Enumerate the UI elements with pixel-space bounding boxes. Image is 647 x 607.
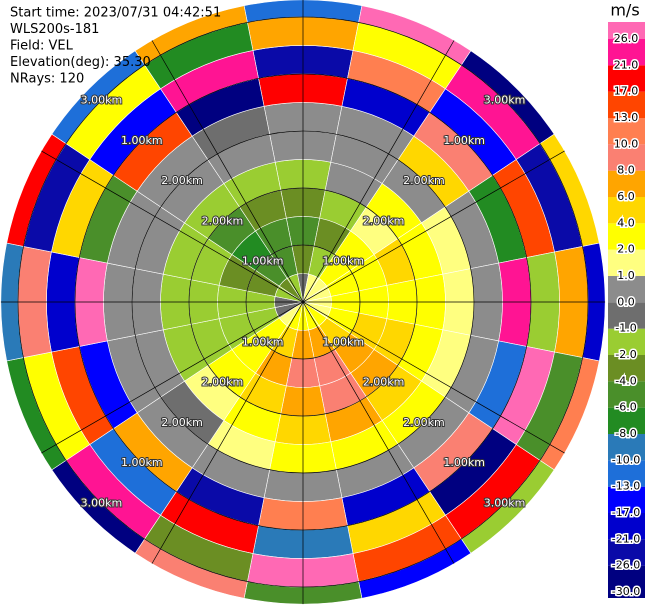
colorbar-tick-label: 17.0 — [614, 85, 639, 98]
range-ring — [74, 73, 532, 531]
ppi-plot: 1.00km 1.00km 1.00km 1.00km 2.00km 2.00km 2.00… — [0, 0, 606, 605]
colorbar-tick-label: -6.0 — [615, 401, 636, 414]
colorbar-tick-label: -8.0 — [615, 427, 636, 440]
colorbar-band — [608, 460, 645, 487]
colorbar-tick-label: 6.0 — [617, 190, 635, 203]
range-ring-label: 1.00km — [443, 134, 485, 147]
colorbar-band — [608, 565, 645, 598]
colorbar-band — [608, 22, 645, 39]
colorbar-tick-label: -1.0 — [615, 322, 636, 335]
colorbar-band — [608, 118, 645, 145]
colorbar-band — [608, 197, 645, 224]
colorbar-tick-label: 4.0 — [617, 216, 635, 229]
colorbar-band — [608, 170, 645, 197]
range-ring-label: 2.00km — [403, 174, 445, 187]
colorbar-tick-label: 10.0 — [614, 137, 639, 150]
colorbar-band — [608, 39, 645, 66]
colorbar-tick-label: 8.0 — [617, 164, 635, 177]
range-ring-label: 3.00km — [484, 93, 526, 106]
colorbar: -30.0 -26.0 -21.0 -17.0 -13.0 -10.0 -8.0 -6.0 -4… — [608, 22, 645, 600]
colorbar-tick-label: -26.0 — [612, 559, 640, 572]
colorbar-tick-label: -30.0 — [612, 585, 640, 598]
range-ring-label: 2.00km — [403, 416, 445, 429]
range-ring-label: 2.00km — [363, 214, 405, 227]
info-line: Start time: 2023/07/31 04:42:51 — [10, 6, 221, 21]
colorbar-band — [608, 276, 645, 303]
colorbar-tick-label: -10.0 — [612, 453, 640, 466]
range-ring-label: 2.00km — [202, 376, 244, 389]
colorbar-tick-label: 21.0 — [614, 58, 639, 71]
colorbar-tick-label: 2.0 — [617, 243, 635, 256]
colorbar-tick-label: -17.0 — [612, 506, 640, 519]
range-ring-label: 3.00km — [81, 497, 123, 510]
colorbar-tick-label: 0.0 — [617, 295, 635, 308]
colorbar-band — [608, 539, 645, 566]
colorbar-tick-label: -2.0 — [615, 348, 636, 361]
range-ring-label: 3.00km — [484, 497, 526, 510]
range-ring — [188, 187, 418, 417]
colorbar-band — [608, 486, 645, 513]
range-ring-label: 1.00km — [323, 255, 365, 268]
colorbar-tick-label: -21.0 — [612, 532, 640, 545]
spoke — [151, 40, 455, 564]
colorbar-title: m/s — [610, 1, 639, 20]
colorbar-band — [608, 302, 645, 329]
colorbar-band — [608, 144, 645, 171]
colorbar-band — [608, 65, 645, 92]
colorbar-band — [608, 355, 645, 382]
colorbar-tick-label: -4.0 — [615, 374, 636, 387]
range-ring-label: 1.00km — [443, 456, 485, 469]
range-ring — [245, 244, 361, 360]
range-ring-label: 1.00km — [121, 134, 163, 147]
info-block: Start time: 2023/07/31 04:42:51WLS200s-1… — [10, 6, 221, 87]
colorbar-tick-label: 26.0 — [614, 32, 639, 45]
range-ring-label: 2.00km — [363, 376, 405, 389]
range-ring-label: 2.00km — [161, 416, 203, 429]
range-ring-label: 3.00km — [81, 93, 123, 106]
info-line: NRays: 120 — [10, 72, 84, 87]
colorbar-band — [608, 434, 645, 461]
range-ring — [131, 130, 475, 474]
colorbar-band — [608, 381, 645, 408]
range-ring — [17, 16, 589, 588]
colorbar-tick-label: -13.0 — [612, 480, 640, 493]
info-line: Elevation(deg): 35.30 — [10, 55, 151, 70]
colorbar-tick-label: 1.0 — [617, 269, 635, 282]
colorbar-band — [608, 223, 645, 250]
info-line: WLS200s-181 — [10, 22, 99, 37]
range-ring-label: 1.00km — [242, 335, 284, 348]
colorbar-band — [608, 91, 645, 118]
range-ring-label: 2.00km — [202, 214, 244, 227]
info-line: Field: VEL — [10, 39, 74, 54]
colorbar-band — [608, 407, 645, 434]
colorbar-band — [608, 328, 645, 355]
range-ring-label: 1.00km — [121, 456, 163, 469]
colorbar-band — [608, 249, 645, 276]
range-ring-label: 1.00km — [242, 255, 284, 268]
range-ring-label: 1.00km — [323, 335, 365, 348]
colorbar-band — [608, 513, 645, 540]
colorbar-tick-label: 13.0 — [614, 111, 639, 124]
range-ring-label: 2.00km — [161, 174, 203, 187]
